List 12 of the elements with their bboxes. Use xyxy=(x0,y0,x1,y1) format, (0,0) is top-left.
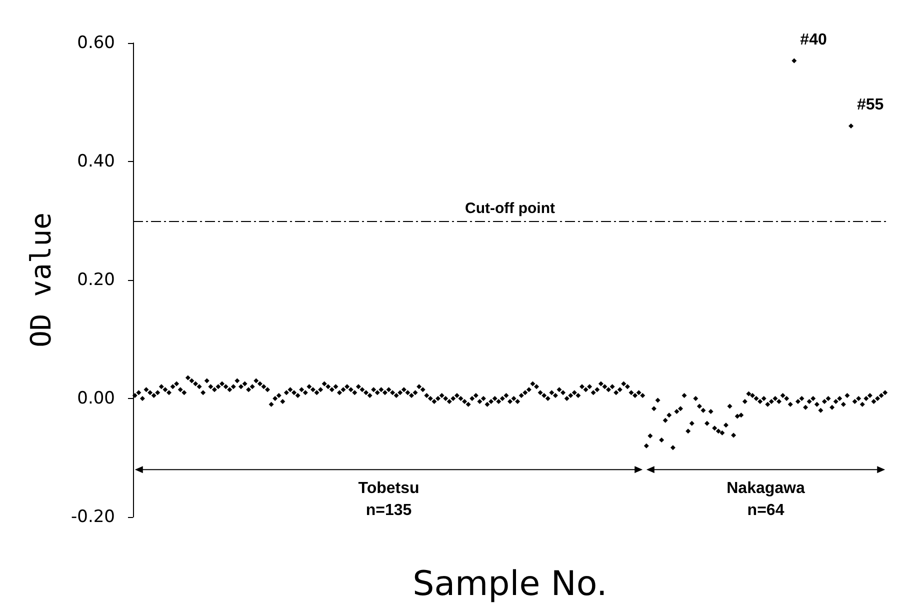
ref-line-label: Cut-off point xyxy=(465,200,555,217)
y-tick-label: 0.20 xyxy=(77,270,115,290)
y-tick-label: 0.40 xyxy=(77,152,115,172)
y-tick-label: -0.20 xyxy=(71,507,115,527)
x-axis-title: Sample No. xyxy=(412,564,608,604)
annotation: #55 xyxy=(857,96,884,114)
annotation: Tobetsu n=135 xyxy=(358,480,420,520)
annotation: Nakagawa n=64 xyxy=(726,480,805,520)
y-axis-title: OD value xyxy=(24,212,58,348)
y-tick-label: 0.60 xyxy=(77,33,115,53)
y-tick-label: 0.00 xyxy=(77,388,115,408)
annotation: #40 xyxy=(800,31,827,48)
